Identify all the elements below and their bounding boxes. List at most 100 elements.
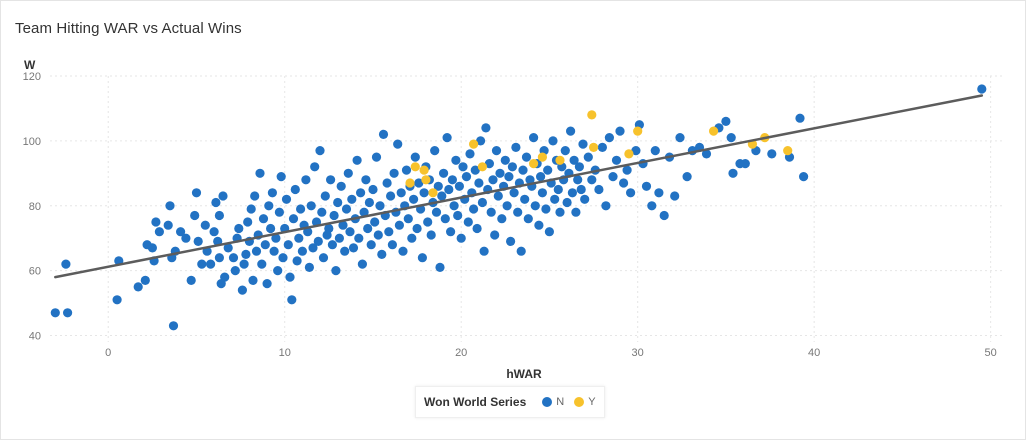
scatter-point-n[interactable] [389,168,399,178]
scatter-point-n[interactable] [502,201,512,211]
scatter-point-n[interactable] [294,233,304,243]
scatter-point-n[interactable] [288,214,299,224]
scatter-point-n[interactable] [504,172,514,182]
scatter-point-n[interactable] [112,295,122,305]
scatter-point-n[interactable] [604,133,615,143]
scatter-point-n[interactable] [566,126,576,136]
scatter-point-n[interactable] [490,230,500,240]
scatter-point-n[interactable] [795,113,805,123]
scatter-point-n[interactable] [363,223,373,234]
scatter-point-n[interactable] [573,175,583,185]
scatter-point-n[interactable] [206,259,216,269]
scatter-point-n[interactable] [61,259,71,269]
scatter-point-y[interactable] [469,139,479,149]
scatter-point-n[interactable] [670,191,680,201]
scatter-point-n[interactable] [488,175,498,185]
scatter-point-n[interactable] [366,240,376,250]
scatter-point-n[interactable] [491,146,502,156]
scatter-point-n[interactable] [168,321,179,331]
scatter-point-n[interactable] [340,246,350,256]
scatter-point-n[interactable] [486,207,496,217]
scatter-point-n[interactable] [359,207,369,217]
scatter-point-n[interactable] [348,243,359,253]
scatter-point-n[interactable] [329,210,339,221]
scatter-point-n[interactable] [255,168,265,178]
scatter-point-y[interactable] [529,159,539,169]
scatter-point-n[interactable] [278,253,288,263]
scatter-point-n[interactable] [230,266,240,276]
scatter-point-n[interactable] [799,172,809,182]
scatter-point-n[interactable] [619,178,629,188]
scatter-point-n[interactable] [387,240,397,250]
scatter-point-n[interactable] [228,253,239,263]
scatter-point-y[interactable] [405,178,415,188]
scatter-point-n[interactable] [493,191,503,201]
scatter-point-n[interactable] [345,227,355,237]
scatter-point-n[interactable] [479,246,489,256]
scatter-point-n[interactable] [631,146,641,156]
scatter-point-n[interactable] [553,184,563,195]
scatter-point-y[interactable] [537,152,548,162]
scatter-point-n[interactable] [433,181,443,191]
scatter-point-n[interactable] [341,204,352,214]
scatter-point-n[interactable] [269,246,279,256]
scatter-point-n[interactable] [140,275,150,285]
scatter-point-n[interactable] [347,194,357,204]
scatter-point-n[interactable] [163,220,173,230]
scatter-point-n[interactable] [241,249,251,259]
scatter-point-y[interactable] [633,126,643,136]
scatter-point-n[interactable] [476,136,486,146]
scatter-point-n[interactable] [181,233,191,243]
scatter-point-n[interactable] [336,181,346,191]
scatter-point-n[interactable] [440,214,450,224]
scatter-point-n[interactable] [537,188,548,198]
scatter-point-n[interactable] [398,246,408,256]
scatter-point-n[interactable] [373,230,383,240]
scatter-point-n[interactable] [63,308,73,318]
scatter-point-n[interactable] [200,220,210,230]
scatter-point-n[interactable] [287,295,297,305]
scatter-point-n[interactable] [315,146,325,156]
scatter-point-n[interactable] [370,217,380,227]
scatter-point-n[interactable] [507,162,517,172]
scatter-point-n[interactable] [327,240,337,250]
scatter-point-n[interactable] [701,149,712,159]
scatter-point-n[interactable] [281,194,292,204]
scatter-point-n[interactable] [237,285,247,295]
scatter-point-n[interactable] [165,201,175,211]
scatter-point-n[interactable] [401,165,412,175]
scatter-point-n[interactable] [449,201,459,211]
scatter-point-n[interactable] [495,168,505,178]
scatter-point-n[interactable] [197,259,207,269]
scatter-point-n[interactable] [384,227,394,237]
scatter-point-n[interactable] [456,233,466,243]
scatter-point-n[interactable] [264,201,274,211]
scatter-point-n[interactable] [368,184,378,195]
scatter-point-n[interactable] [409,194,419,204]
scatter-point-n[interactable] [407,233,417,243]
scatter-point-n[interactable] [453,210,463,221]
scatter-point-n[interactable] [530,201,540,211]
scatter-point-y[interactable] [428,188,438,198]
scatter-point-n[interactable] [650,146,660,156]
scatter-point-y[interactable] [587,110,597,120]
scatter-point-n[interactable] [534,220,544,230]
scatter-point-n[interactable] [675,133,685,143]
scatter-point-n[interactable] [50,308,60,318]
scatter-point-n[interactable] [258,214,269,224]
scatter-point-n[interactable] [426,230,436,240]
scatter-point-n[interactable] [608,172,618,182]
scatter-point-n[interactable] [500,155,510,165]
scatter-point-n[interactable] [248,275,258,285]
scatter-point-n[interactable] [214,210,224,221]
scatter-point-y[interactable] [477,162,487,172]
legend-item-n[interactable]: N [542,396,564,408]
scatter-point-n[interactable] [318,253,329,263]
scatter-point-y[interactable] [421,175,431,185]
scatter-point-y[interactable] [709,126,719,136]
scatter-point-n[interactable] [641,181,652,191]
scatter-point-n[interactable] [470,165,480,175]
scatter-point-n[interactable] [357,259,367,269]
scatter-point-n[interactable] [484,159,494,169]
scatter-point-n[interactable] [506,236,516,246]
